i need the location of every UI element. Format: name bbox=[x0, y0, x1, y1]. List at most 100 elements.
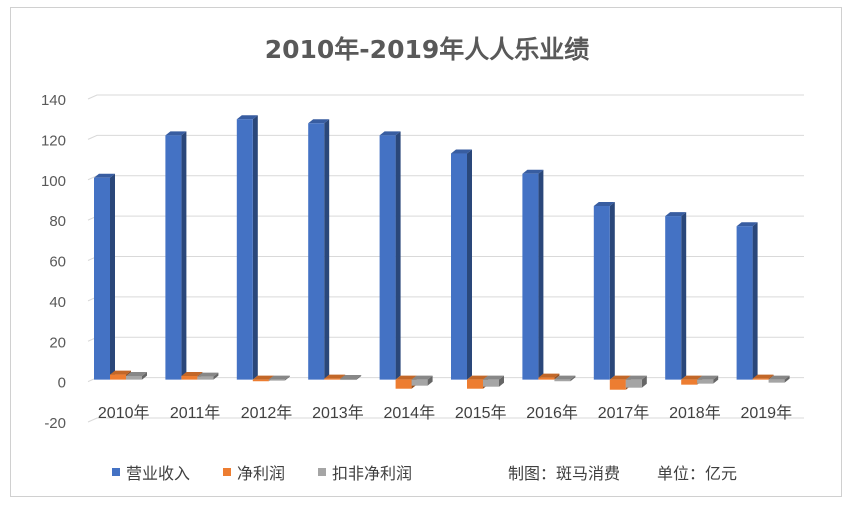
x-tick-label: 2019年 bbox=[740, 404, 792, 422]
bar-top bbox=[165, 131, 187, 136]
bar-front bbox=[395, 379, 412, 389]
bar-top bbox=[451, 149, 472, 154]
bar-front bbox=[340, 379, 357, 381]
bar-top bbox=[681, 375, 703, 380]
legend-swatch bbox=[223, 468, 232, 476]
bar-side bbox=[467, 149, 472, 380]
bar-side bbox=[181, 131, 187, 380]
y-tick-label: 120 bbox=[41, 132, 66, 149]
bar-top bbox=[126, 371, 147, 376]
bar-top bbox=[197, 372, 219, 377]
bar-side bbox=[213, 372, 219, 380]
bar-扣非净利润-2010年 bbox=[126, 371, 147, 380]
bar-front bbox=[268, 379, 285, 381]
bar-营业收入-2011年 bbox=[165, 131, 187, 380]
y-tick-label: 20 bbox=[49, 334, 66, 351]
bar-扣非净利润-2012年 bbox=[268, 375, 290, 381]
bar-top bbox=[252, 375, 274, 380]
legend-item: 净利润 bbox=[223, 460, 285, 484]
y-tick-label: 40 bbox=[49, 294, 66, 311]
y-axis-ticks: 140 120 100 80 60 40 20 0 -20 bbox=[41, 92, 66, 432]
bar-扣非净利润-2014年 bbox=[411, 375, 433, 386]
bar-营业收入-2014年 bbox=[379, 131, 401, 380]
bar-front bbox=[681, 379, 698, 385]
x-tick-label: 2011年 bbox=[170, 404, 220, 422]
x-tick-label: 2013年 bbox=[312, 404, 364, 422]
bar-side bbox=[713, 375, 719, 384]
y-tick-label: 140 bbox=[41, 92, 66, 109]
bar-净利润-2019年 bbox=[752, 374, 774, 380]
bar-扣非净利润-2016年 bbox=[554, 375, 576, 382]
chart-frame bbox=[10, 7, 842, 497]
bar-side bbox=[768, 374, 774, 380]
bar-top bbox=[236, 115, 258, 120]
bar-营业收入-2015年 bbox=[451, 149, 472, 380]
bar-营业收入-2016年 bbox=[522, 169, 544, 380]
bar-side bbox=[324, 119, 330, 380]
bar-front bbox=[181, 375, 198, 380]
bar-side bbox=[554, 373, 560, 380]
legend-swatch bbox=[112, 468, 120, 476]
legend-item: 扣非净利润 bbox=[318, 460, 412, 484]
bar-top bbox=[110, 370, 131, 375]
bar-top bbox=[467, 375, 488, 380]
bar-top bbox=[554, 375, 576, 380]
bar-top bbox=[340, 375, 362, 380]
bar-side bbox=[356, 375, 362, 381]
gridline bbox=[87, 94, 804, 100]
bar-front bbox=[522, 173, 539, 380]
bar-top bbox=[609, 375, 631, 380]
y-tick-label: 60 bbox=[49, 254, 66, 271]
bar-front bbox=[752, 378, 769, 380]
bar-side bbox=[570, 375, 576, 382]
x-tick-label: 2018年 bbox=[669, 404, 721, 422]
legend: 营业收入 净利润 扣非净利润 bbox=[112, 460, 445, 484]
x-tick-label: 2015年 bbox=[455, 404, 507, 422]
bar-front bbox=[538, 377, 555, 380]
y-tick-label: 0 bbox=[58, 375, 66, 392]
x-axis-ticks: 2010年 2011年 2012年 2013年 2014年 2015年 2016年 2017年… bbox=[98, 404, 792, 422]
bar-front bbox=[593, 206, 610, 380]
y-tick-label: 80 bbox=[49, 213, 66, 230]
bar-front bbox=[252, 379, 269, 382]
bars bbox=[94, 115, 790, 390]
bar-front bbox=[467, 379, 483, 389]
chart-title: 2010年-2019年人人乐业绩 bbox=[264, 35, 590, 64]
bar-front bbox=[236, 119, 253, 380]
bar-扣非净利润-2017年 bbox=[625, 375, 647, 388]
bar-top bbox=[768, 375, 790, 380]
bar-front bbox=[126, 375, 142, 380]
legend-label: 净利润 bbox=[237, 464, 286, 483]
x-tick-label: 2012年 bbox=[241, 404, 293, 422]
bar-扣非净利润-2018年 bbox=[697, 375, 719, 384]
bar-front bbox=[609, 379, 626, 390]
bar-top bbox=[411, 375, 433, 380]
x-tick-label: 2010年 bbox=[98, 404, 150, 422]
y-tick-label: -20 bbox=[44, 415, 66, 432]
bar-top bbox=[483, 375, 504, 380]
bar-side bbox=[142, 371, 147, 380]
bar-top bbox=[736, 222, 758, 227]
gridline bbox=[87, 134, 804, 140]
unit-note: 单位：亿元 bbox=[657, 464, 738, 483]
bar-side bbox=[681, 212, 687, 380]
bar-营业收入-2010年 bbox=[94, 173, 115, 380]
bar-side bbox=[427, 375, 433, 386]
bar-side bbox=[752, 222, 758, 380]
bar-side bbox=[110, 173, 115, 380]
bar-side bbox=[538, 169, 544, 380]
bar-扣非净利润-2011年 bbox=[197, 372, 219, 380]
bar-top bbox=[181, 371, 203, 376]
bar-front bbox=[197, 376, 214, 380]
bar-front bbox=[94, 177, 110, 380]
bar-top bbox=[522, 169, 544, 174]
bar-营业收入-2019年 bbox=[736, 222, 758, 380]
gridline bbox=[87, 336, 804, 342]
legend-label: 营业收入 bbox=[126, 464, 191, 483]
bar-front bbox=[554, 379, 571, 382]
gridline bbox=[87, 417, 804, 423]
gridline bbox=[87, 296, 804, 302]
bar-front bbox=[379, 135, 396, 380]
bar-top bbox=[593, 202, 615, 207]
